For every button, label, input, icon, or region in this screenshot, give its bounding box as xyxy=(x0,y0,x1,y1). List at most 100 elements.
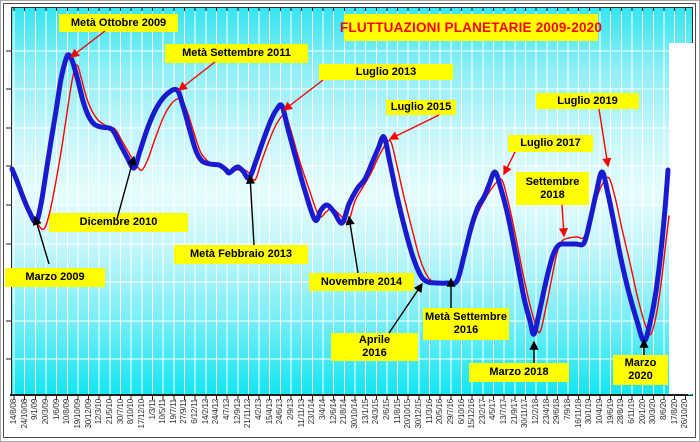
x-tick-label: 21/9/17 xyxy=(509,399,519,425)
annotation-label-line: Luglio 2013 xyxy=(355,65,417,78)
x-tick-label: 30/1/19 xyxy=(584,399,594,425)
x-tick-label: 29/7/16 xyxy=(445,399,455,425)
annotation-box: Metà Ottobre 2009 xyxy=(59,14,178,32)
x-tick-label: 10/5/11 xyxy=(158,399,168,424)
x-tick-label: 11/3/16 xyxy=(424,399,434,424)
x-tick-label: 24/6/13 xyxy=(275,399,285,425)
x-tick-label: 12/2/18 xyxy=(531,399,541,425)
x-tick-label: 29/6/18 xyxy=(552,399,562,425)
x-tick-label: 30/7/10 xyxy=(115,399,125,425)
x-tick-label: 24/4/12 xyxy=(211,399,221,425)
annotation-label-line: Marzo 2018 xyxy=(489,366,549,378)
annotation-box: Settembre 2018 xyxy=(516,172,589,205)
x-tick-label: 1/3/11 xyxy=(147,399,157,420)
annotation-label-line: Luglio 2015 xyxy=(390,101,452,113)
x-tick-label: 6/11/19 xyxy=(626,399,636,424)
annotation-box: Marzo 2020 xyxy=(613,355,668,385)
x-tick-label: 20/3/09 xyxy=(40,399,50,425)
x-tick-label: 9/1/09 xyxy=(30,399,40,421)
annotation-label-line: 2016 xyxy=(362,347,387,359)
x-tick-label: 24/10/08 xyxy=(19,399,29,429)
annotation-label-line: Metà Ottobre 2009 xyxy=(70,16,167,29)
annotation-box: Luglio 2019 xyxy=(536,93,639,109)
x-tick-label: 20/10/15 xyxy=(403,399,413,429)
x-tick-label: 24/3/15 xyxy=(371,399,381,425)
x-tick-label: 11/8/15 xyxy=(392,399,402,424)
x-tick-label: 21/5/10 xyxy=(104,399,114,425)
x-tick-label: 10/8/09 xyxy=(62,399,72,425)
chart-title: FLUTTUAZIONI PLANETARIE 2009-2020 xyxy=(340,14,602,41)
annotation-box: Luglio 2017 xyxy=(508,135,593,152)
x-tick-label: 16/11/18 xyxy=(573,399,583,428)
annotation-label-line: 2016 xyxy=(453,324,479,336)
annotation-box: Metà Settembre 2016 xyxy=(423,308,509,340)
x-tick-label: 28/8/19 xyxy=(616,399,626,425)
x-tick-label: 30/12/15 xyxy=(413,399,423,429)
x-tick-label: 1/6/09 xyxy=(51,399,61,421)
annotation-box: Metà Febbraio 2013 xyxy=(174,245,308,264)
annotation-box: Marzo 2009 xyxy=(5,268,105,287)
annotation-label-line: Luglio 2019 xyxy=(557,94,618,107)
x-tick-label: 30/11/17 xyxy=(520,399,530,428)
annotation-label-line: Marzo xyxy=(624,357,657,369)
x-tick-label: 12/9/12 xyxy=(232,399,242,425)
annotation-box: Dicembre 2010 xyxy=(49,213,188,232)
x-tick-label: 23/1/14 xyxy=(307,399,317,425)
x-tick-label: 15/12/16 xyxy=(467,399,477,429)
x-tick-label: 23/2/17 xyxy=(477,399,487,425)
x-tick-label: 30/12/09 xyxy=(83,399,93,429)
x-tick-label: 17/12/10 xyxy=(136,399,146,429)
x-tick-label: 4/2/13 xyxy=(254,399,264,421)
annotation-label-line: Dicembre 2010 xyxy=(79,216,158,228)
x-tick-label: 11/11/13 xyxy=(296,399,306,428)
annotation-box: Aprile 2016 xyxy=(331,333,418,361)
x-tick-label: 12/6/14 xyxy=(328,399,338,425)
annotation-box: Novembre 2014 xyxy=(309,273,414,291)
x-tick-label: 10/4/19 xyxy=(595,399,605,425)
annotation-label-line: Settembre xyxy=(525,175,580,188)
x-tick-label: 21/8/14 xyxy=(339,399,349,425)
x-tick-label: 20/1/20 xyxy=(637,399,647,425)
x-tick-label: 26/10/20 xyxy=(680,399,690,429)
x-tick-label: 7/9/18 xyxy=(563,399,573,421)
x-tick-label: 6/12/11 xyxy=(190,399,200,424)
x-tick-label: 21/11/12 xyxy=(243,399,253,428)
white-cover-patch xyxy=(669,43,694,394)
annotation-label-line: Marzo 2009 xyxy=(25,271,85,283)
annotation-label-line: Metà Settembre 2011 xyxy=(182,47,291,59)
x-tick-label: 14/8/08 xyxy=(9,399,18,425)
x-tick-label: 17/8/20 xyxy=(669,399,679,425)
x-tick-label: 8/6/20 xyxy=(658,399,668,421)
annotation-label-line: 2020 xyxy=(628,370,653,382)
x-tick-label: 23/4/18 xyxy=(541,399,551,425)
chart-title-text: FLUTTUAZIONI PLANETARIE 2009-2020 xyxy=(339,20,603,35)
x-tick-label: 13/1/15 xyxy=(360,399,370,425)
x-tick-label: 30/3/20 xyxy=(648,399,658,425)
x-tick-label: 4/5/17 xyxy=(488,399,498,421)
x-tick-label: 13/7/17 xyxy=(499,399,509,425)
x-tick-label: 15/4/13 xyxy=(264,399,274,425)
x-tick-label: 19/7/11 xyxy=(168,399,178,424)
annotation-label-line: Aprile xyxy=(358,334,391,346)
annotation-box: Marzo 2018 xyxy=(469,363,569,382)
x-tick-label: 19/10/09 xyxy=(72,399,82,429)
x-tick-label: 2/6/15 xyxy=(381,399,391,421)
x-tick-label: 8/10/10 xyxy=(126,399,136,425)
x-tick-label: 6/10/16 xyxy=(456,399,466,425)
annotation-label-line: Metà Settembre xyxy=(425,311,507,323)
x-tick-label: 3/4/14 xyxy=(317,399,327,421)
x-tick-label: 27/9/11 xyxy=(179,399,189,424)
x-tick-label: 14/2/12 xyxy=(200,399,210,425)
x-tick-label: 2/9/13 xyxy=(286,399,296,421)
annotation-box: Luglio 2013 xyxy=(319,64,453,80)
x-tick-label: 30/10/14 xyxy=(349,399,359,429)
annotation-box: Luglio 2015 xyxy=(386,100,456,115)
annotation-label-line: 2018 xyxy=(540,188,565,201)
annotation-label-line: Metà Febbraio 2013 xyxy=(189,248,293,260)
annotation-label-line: Luglio 2017 xyxy=(520,137,581,149)
x-tick-label: 4/7/12 xyxy=(222,399,232,421)
x-tick-label: 19/6/19 xyxy=(605,399,615,425)
x-tick-label: 20/5/16 xyxy=(435,399,445,425)
x-tick-label: 12/3/10 xyxy=(94,399,104,425)
